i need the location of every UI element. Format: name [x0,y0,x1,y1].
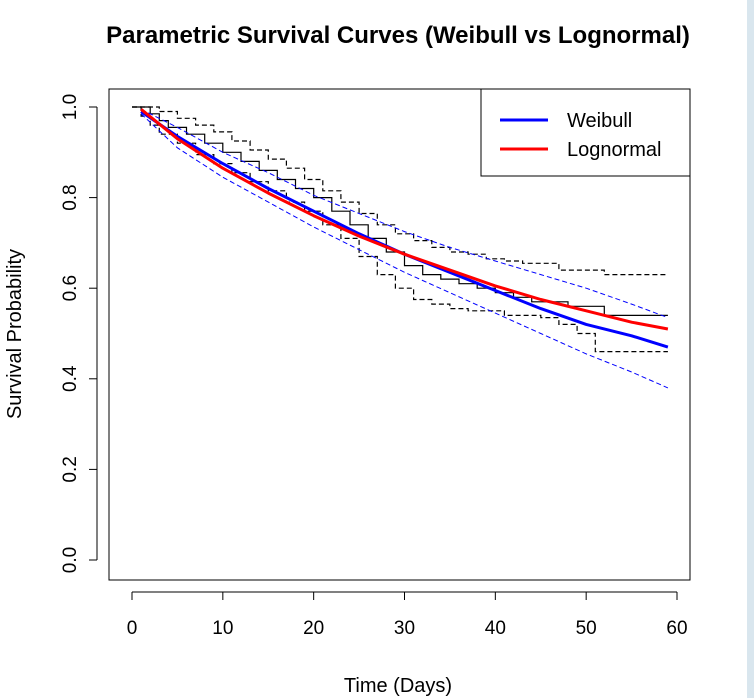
x-tick-label: 30 [394,618,415,639]
x-tick-label: 60 [666,618,687,639]
weibull-lower-ci [140,113,669,389]
x-tick-label: 50 [576,618,597,639]
y-tick-label: 0.8 [60,184,81,210]
y-tick-label: 0.0 [60,547,81,573]
y-tick-label: 0.6 [60,275,81,301]
y-tick-label: 1.0 [60,94,81,120]
x-axis-label: Time (Days) [344,675,452,697]
x-tick-label: 40 [485,618,506,639]
series-line-lognormal [140,108,669,331]
km-estimate [132,106,668,316]
weibull-upper-ci [140,108,669,319]
y-tick-label: 0.4 [60,365,81,392]
x-axis: 0 10 20 30 40 50 60 [127,591,688,639]
y-axis-label: Survival Probability [4,249,26,419]
legend-label-lognormal: Lognormal [567,139,662,161]
legend: Weibull Lognormal [480,88,691,177]
weibull-ci-layer [140,108,669,389]
plot-frame [108,88,691,581]
legend-label-weibull: Weibull [567,110,632,132]
y-axis: 0.0 0.2 0.4 0.6 0.8 1.0 [60,94,98,573]
series-layer [140,108,669,349]
x-tick-label: 20 [303,618,324,639]
x-tick-label: 10 [212,618,233,639]
y-tick-label: 0.2 [60,456,81,482]
km-upper-ci [132,106,668,276]
x-tick-label: 0 [127,618,138,639]
legend-box [480,88,691,177]
chart-title: Parametric Survival Curves (Weibull vs L… [106,22,690,49]
window-edge-strip [747,0,754,698]
